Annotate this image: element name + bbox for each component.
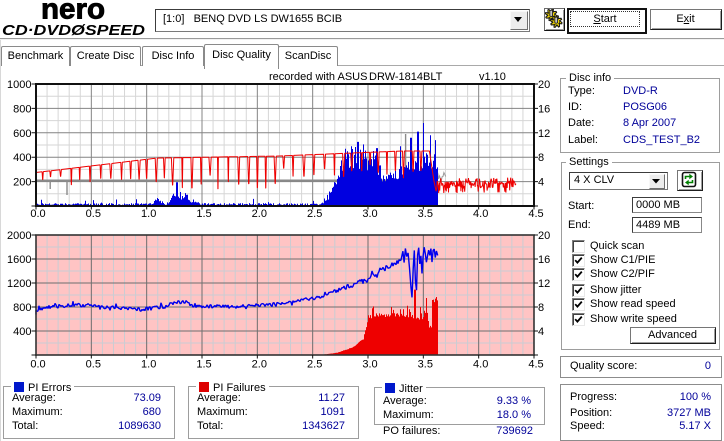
svg-text:0.5: 0.5 xyxy=(86,359,101,371)
svg-text:12: 12 xyxy=(538,128,550,140)
svg-text:1.5: 1.5 xyxy=(196,359,211,371)
svg-text:1.0: 1.0 xyxy=(141,359,156,371)
svg-text:1000: 1000 xyxy=(7,79,31,91)
svg-text:4.5: 4.5 xyxy=(528,208,543,220)
svg-text:4.0: 4.0 xyxy=(473,208,488,220)
svg-text:8: 8 xyxy=(538,302,544,314)
svg-text:16: 16 xyxy=(538,103,550,115)
svg-text:4: 4 xyxy=(538,177,544,189)
svg-text:0.0: 0.0 xyxy=(30,208,45,220)
svg-text:nero: nero xyxy=(41,0,105,26)
svg-text:v1.10: v1.10 xyxy=(479,71,506,83)
svg-text:2.5: 2.5 xyxy=(307,208,322,220)
svg-text:200: 200 xyxy=(13,177,31,189)
svg-text:4.5: 4.5 xyxy=(528,359,543,371)
svg-text:0.0: 0.0 xyxy=(30,359,45,371)
svg-text:0.5: 0.5 xyxy=(86,208,101,220)
svg-text:800: 800 xyxy=(13,302,31,314)
svg-text:400: 400 xyxy=(13,326,31,338)
svg-text:4: 4 xyxy=(538,326,544,338)
svg-text:1.5: 1.5 xyxy=(196,208,211,220)
svg-text:12: 12 xyxy=(538,278,550,290)
svg-text:20: 20 xyxy=(538,79,550,91)
svg-text:8: 8 xyxy=(538,152,544,164)
svg-text:3.5: 3.5 xyxy=(418,359,433,371)
svg-text:2.0: 2.0 xyxy=(252,359,267,371)
svg-text:2.0: 2.0 xyxy=(252,208,267,220)
svg-text:800: 800 xyxy=(13,103,31,115)
svg-text:600: 600 xyxy=(13,128,31,140)
svg-text:3.5: 3.5 xyxy=(418,208,433,220)
svg-text:1600: 1600 xyxy=(7,254,31,266)
svg-text:400: 400 xyxy=(13,152,31,164)
svg-text:2.5: 2.5 xyxy=(307,359,322,371)
svg-text:CD·DVDØSPEED: CD·DVDØSPEED xyxy=(2,22,145,39)
svg-text:DRW-1814BLT: DRW-1814BLT xyxy=(369,71,443,83)
svg-text:4.0: 4.0 xyxy=(473,359,488,371)
svg-text:1200: 1200 xyxy=(7,278,31,290)
svg-text:3.0: 3.0 xyxy=(362,208,377,220)
svg-text:16: 16 xyxy=(538,254,550,266)
svg-text:2000: 2000 xyxy=(7,230,31,242)
svg-text:20: 20 xyxy=(538,230,550,242)
svg-text:1.0: 1.0 xyxy=(141,208,156,220)
svg-text:3.0: 3.0 xyxy=(362,359,377,371)
svg-text:recorded with ASUS: recorded with ASUS xyxy=(269,71,367,83)
